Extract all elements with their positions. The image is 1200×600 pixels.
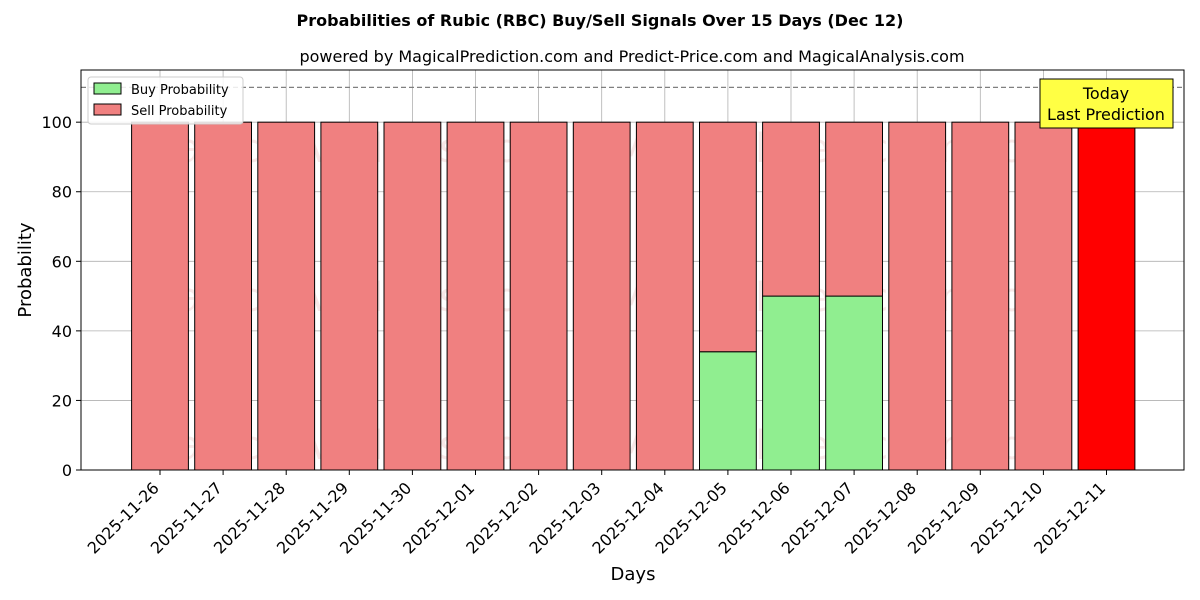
legend-box [87, 76, 244, 125]
bar-sell [635, 121, 694, 471]
y-tick-label: 80 [52, 183, 72, 202]
annotation-line-2: Last Prediction [1047, 105, 1165, 124]
annotation-box [1039, 78, 1174, 129]
bar-sell [951, 121, 1010, 471]
x-axis-label: Days [611, 564, 656, 585]
legend-swatch-buy [93, 82, 122, 95]
bar-sell [446, 121, 505, 471]
legend-label-sell: Sell Probability [131, 104, 228, 119]
bar-sell [699, 121, 757, 353]
bar-sell [509, 121, 568, 471]
bar-sell [825, 121, 884, 297]
y-axis-label: Probability [15, 222, 36, 317]
bar-sell-highlight [1077, 121, 1136, 471]
legend: Buy Probability Sell Probability [87, 76, 244, 125]
legend-label-buy: Buy Probability [131, 83, 229, 98]
chart-title: Probabilities of Rubic (RBC) Buy/Sell Si… [297, 11, 904, 30]
bar-buy [699, 351, 757, 471]
bar-sell [383, 121, 442, 471]
bar-sell [572, 121, 631, 471]
bars [131, 121, 1136, 471]
y-tick-label: 60 [52, 252, 72, 271]
bar-sell [888, 121, 947, 471]
bar-buy [825, 295, 884, 471]
bar-sell [320, 121, 379, 471]
y-tick-label: 100 [41, 113, 72, 132]
legend-swatch-sell [93, 103, 122, 116]
plot-frame [80, 69, 1185, 471]
bar-buy [762, 295, 820, 471]
today-annotation: Today Last Prediction [1039, 78, 1174, 129]
bar-sell [131, 121, 189, 471]
bar-sell [1014, 121, 1073, 471]
chart-subtitle: powered by MagicalPrediction.com and Pre… [299, 47, 964, 66]
bar-sell [257, 121, 316, 471]
bar-sell [762, 121, 820, 297]
y-tick-label: 0 [62, 461, 72, 480]
y-tick-label: 20 [52, 391, 72, 410]
y-tick-label: 40 [52, 322, 72, 341]
bar-sell [194, 121, 252, 471]
annotation-line-1: Today [1082, 84, 1129, 103]
